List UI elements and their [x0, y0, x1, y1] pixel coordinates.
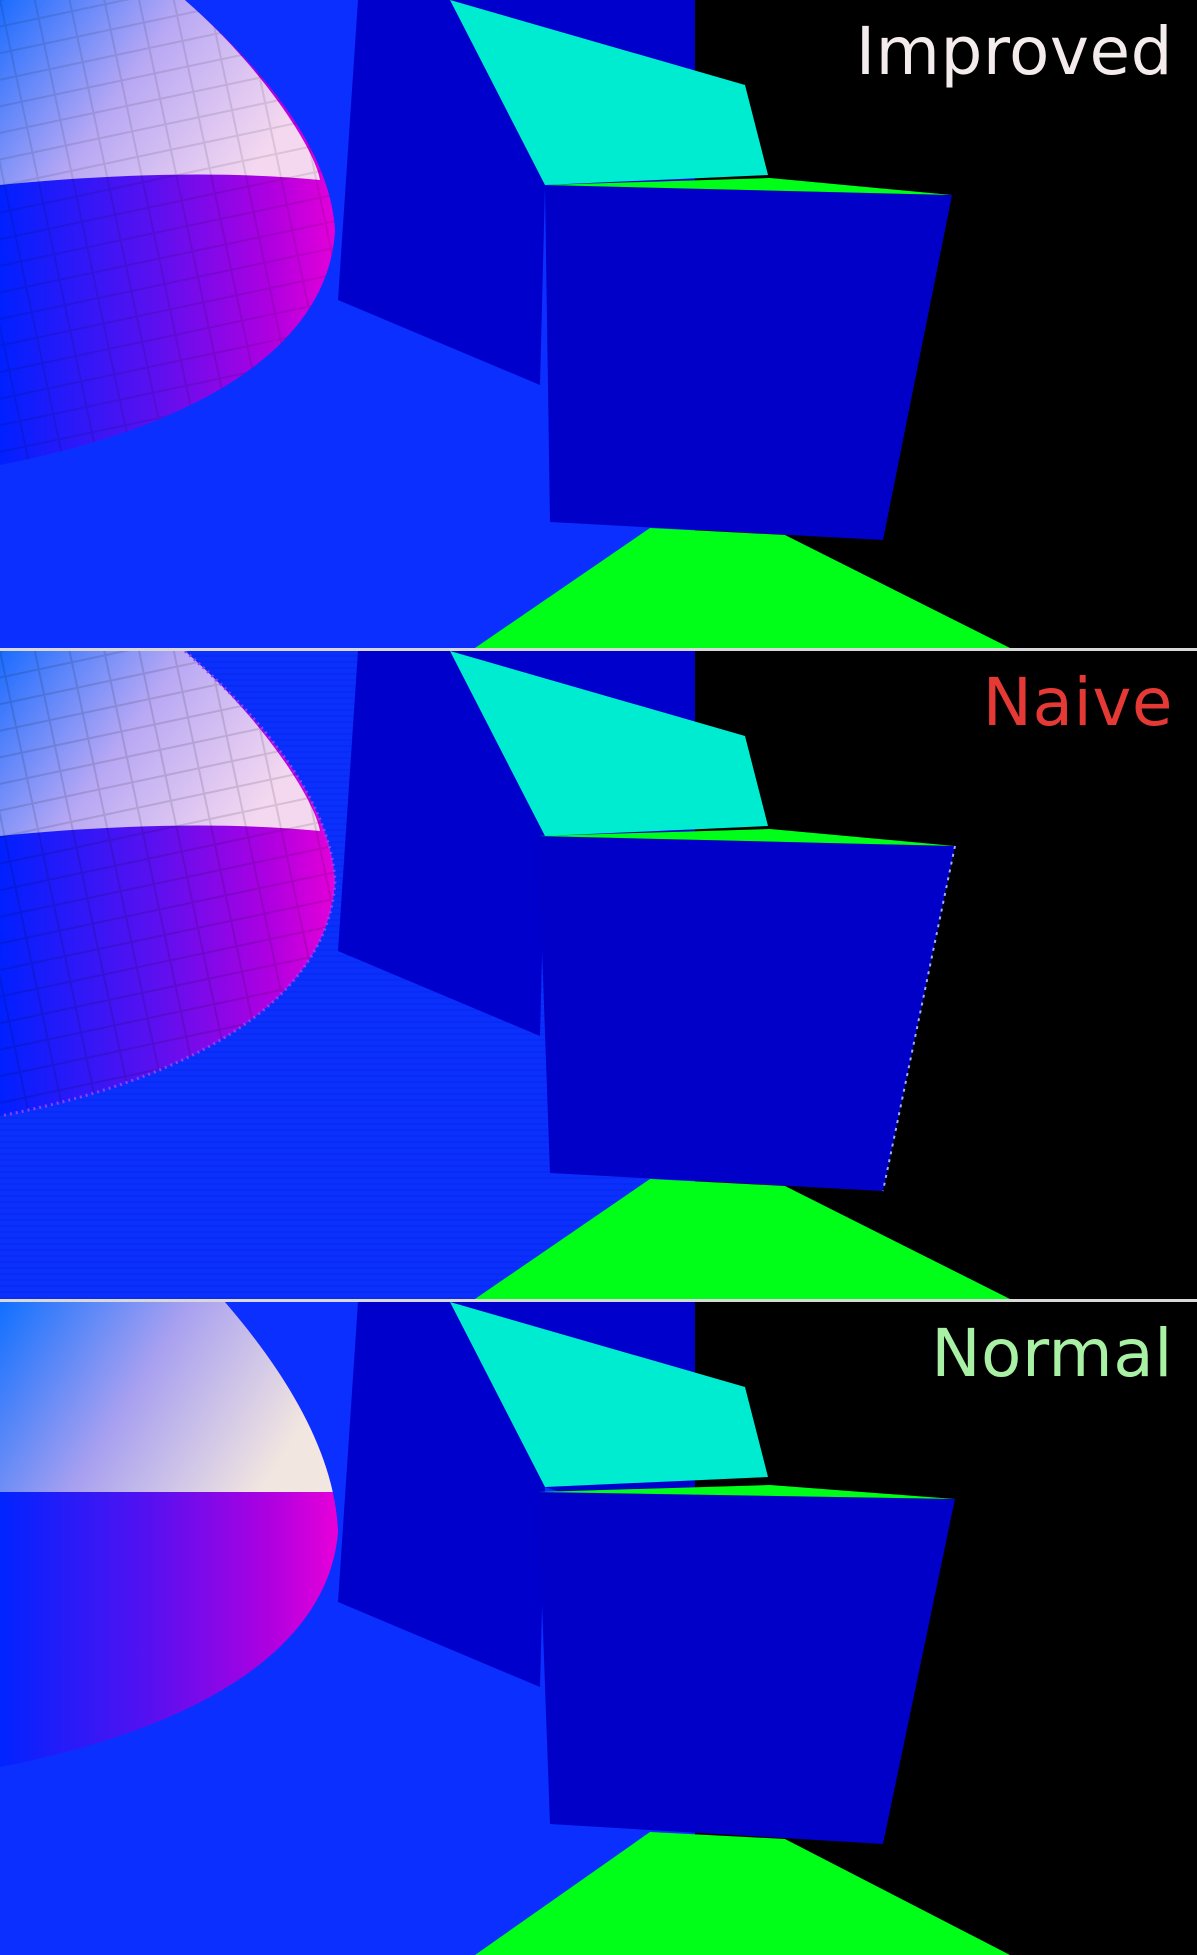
panel-divider: [0, 648, 1197, 651]
panel-label-improved: Improved: [855, 13, 1173, 90]
panel-improved: Improved: [0, 0, 1197, 648]
panel-label-normal: Normal: [931, 1315, 1173, 1392]
panel-normal: Normal: [0, 1302, 1197, 1955]
render-improved: [0, 0, 1197, 648]
panel-label-naive: Naive: [982, 664, 1173, 741]
panel-naive: Naive: [0, 651, 1197, 1299]
render-normal: [0, 1302, 1197, 1955]
panel-divider: [0, 1299, 1197, 1302]
render-naive: [0, 651, 1197, 1299]
